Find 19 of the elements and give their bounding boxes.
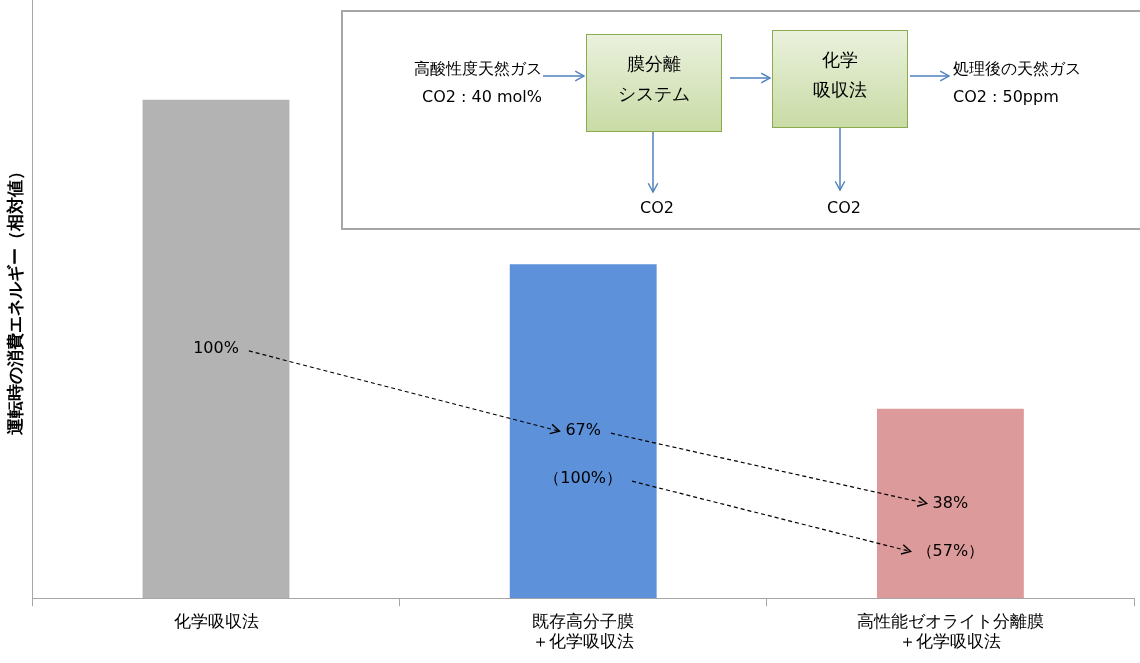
annotation: システム bbox=[618, 82, 690, 106]
annotation: CO2 bbox=[640, 198, 674, 218]
annotation: 化学 bbox=[822, 48, 858, 72]
data-label: 100% bbox=[193, 338, 239, 358]
annotation: 高酸性度天然ガス bbox=[414, 59, 542, 79]
annotation: 膜分離 bbox=[627, 52, 681, 76]
annotation: （57%） bbox=[916, 540, 985, 560]
annotation: 吸収法 bbox=[813, 78, 867, 102]
annotation: CO2 bbox=[827, 198, 861, 218]
x-tick-label: 既存高分子膜＋化学吸収法 bbox=[532, 610, 635, 652]
annotation: （100%） bbox=[544, 468, 623, 488]
x-tick-label: 高性能ゼオライト分離膜＋化学吸収法 bbox=[856, 610, 1044, 652]
y-axis-title: 運転時の消費エネルギー（相対値） bbox=[4, 163, 25, 437]
data-label: 38% bbox=[932, 492, 969, 512]
x-tick-label: 化学吸収法 bbox=[173, 610, 259, 631]
annotation: CO2 : 40 mol% bbox=[422, 87, 542, 107]
annotation: 処理後の天然ガス bbox=[953, 59, 1081, 79]
data-label: 67% bbox=[565, 420, 601, 440]
annotation: CO2 : 50ppm bbox=[953, 87, 1059, 107]
